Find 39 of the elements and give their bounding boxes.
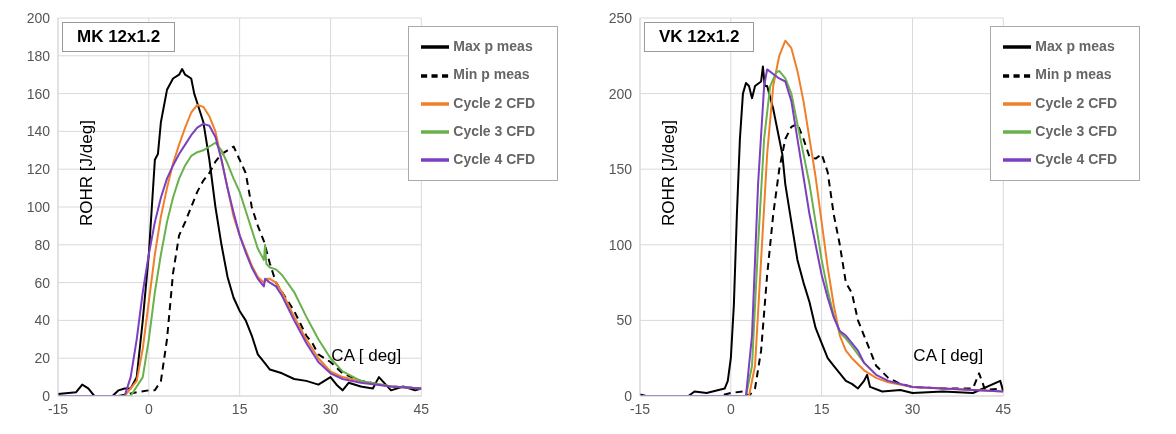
- x-tick-label: 15: [813, 400, 830, 417]
- y-tick-label: 200: [26, 9, 51, 26]
- y-axis-title: ROHR [J/deg]: [659, 120, 679, 226]
- y-tick-label: 100: [26, 198, 51, 215]
- y-tick-label: 120: [26, 161, 51, 178]
- y-tick-label: 250: [608, 9, 633, 26]
- x-tick-label: 15: [231, 400, 248, 417]
- x-tick-label: 0: [726, 400, 735, 417]
- y-tick-label: 100: [608, 236, 633, 253]
- legend-label: Cycle 4 CFD: [453, 151, 535, 168]
- y-tick-label: 20: [34, 350, 51, 367]
- legend-label: Cycle 4 CFD: [1035, 151, 1117, 168]
- legend-label: Cycle 3 CFD: [453, 122, 535, 139]
- x-tick-label: 45: [995, 400, 1012, 417]
- text: MK 12x1.2: [62, 22, 176, 52]
- x-tick-label: 30: [904, 400, 921, 417]
- y-tick-label: 150: [608, 161, 633, 178]
- y-tick-label: 200: [608, 85, 633, 102]
- y-tick-label: 80: [34, 236, 51, 253]
- legend-label: Min p meas: [1035, 66, 1112, 83]
- y-tick-label: 160: [26, 85, 51, 102]
- x-tick-label: 30: [322, 400, 339, 417]
- legend-label: Cycle 2 CFD: [453, 94, 535, 111]
- x-axis-title: CA [ deg]: [331, 346, 402, 365]
- x-axis-title: CA [ deg]: [913, 346, 984, 365]
- legend-label: Max p meas: [1035, 38, 1115, 54]
- y-tick-label: 140: [26, 123, 51, 140]
- y-tick-label: 40: [34, 312, 51, 329]
- legend-label: Cycle 2 CFD: [1035, 94, 1117, 111]
- x-tick-label: 0: [144, 400, 153, 417]
- y-axis-title: ROHR [J/deg]: [77, 120, 97, 226]
- y-tick-label: 60: [34, 274, 51, 291]
- legend-label: Max p meas: [453, 38, 533, 54]
- legend-label: Min p meas: [453, 66, 530, 83]
- x-tick-label: 45: [413, 400, 430, 417]
- y-tick-label: 180: [26, 47, 51, 64]
- legend-label: Cycle 3 CFD: [1035, 122, 1117, 139]
- text: VK 12x1.2: [644, 22, 755, 52]
- y-tick-label: 50: [616, 312, 633, 329]
